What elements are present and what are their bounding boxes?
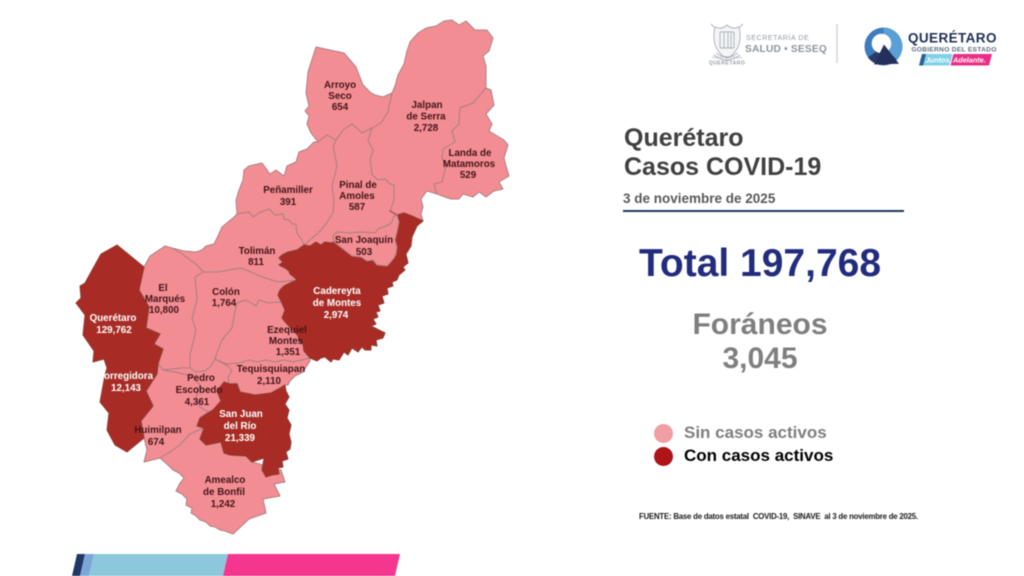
svg-text:Tequisquiapan: Tequisquiapan	[237, 364, 305, 375]
svg-text:Peñamiller: Peñamiller	[263, 185, 313, 196]
svg-text:129,762: 129,762	[96, 325, 132, 336]
svg-text:Huimilpan: Huimilpan	[134, 425, 181, 436]
svg-text:529: 529	[460, 170, 477, 181]
svg-text:de Serra: de Serra	[406, 112, 446, 123]
svg-text:2,728: 2,728	[414, 123, 439, 134]
svg-text:Juntos,: Juntos,	[926, 56, 952, 65]
svg-text:Marqués: Marqués	[145, 294, 186, 305]
svg-text:Corregidora: Corregidora	[97, 371, 154, 382]
svg-text:674: 674	[148, 437, 165, 448]
svg-text:1,242: 1,242	[211, 499, 236, 510]
svg-text:SECRETARÍA DE: SECRETARÍA DE	[746, 33, 809, 42]
svg-text:Escobedo: Escobedo	[176, 385, 223, 396]
svg-text:Adelante.: Adelante.	[952, 56, 986, 65]
svg-text:1,351: 1,351	[276, 347, 301, 358]
svg-text:San Joaquín: San Joaquín	[335, 235, 393, 246]
svg-text:2,110: 2,110	[257, 376, 282, 387]
svg-text:Seco: Seco	[328, 91, 351, 102]
svg-text:12,143: 12,143	[111, 383, 142, 394]
svg-text:San Juan: San Juan	[219, 409, 263, 420]
svg-text:1,764: 1,764	[212, 298, 237, 309]
svg-text:del Río: del Río	[224, 421, 257, 432]
svg-text:Amealco: Amealco	[205, 475, 246, 486]
svg-text:Matamoros: Matamoros	[443, 159, 496, 170]
svg-text:Arroyo: Arroyo	[324, 80, 356, 91]
svg-text:391: 391	[280, 197, 297, 208]
svg-text:4,361: 4,361	[185, 397, 210, 408]
svg-text:Querétaro: Querétaro	[90, 313, 137, 324]
svg-text:Pedro: Pedro	[187, 373, 215, 384]
svg-text:21,339: 21,339	[225, 433, 256, 444]
svg-text:Landa de: Landa de	[448, 148, 492, 159]
svg-text:QUERÉTARO: QUERÉTARO	[908, 31, 997, 46]
svg-text:QUERÉTARO: QUERÉTARO	[709, 59, 745, 67]
svg-text:de Montes: de Montes	[313, 298, 362, 309]
svg-text:Jalpan: Jalpan	[411, 100, 442, 111]
svg-text:Ezequiel: Ezequiel	[267, 325, 307, 336]
svg-text:GOBIERNO DEL ESTADO: GOBIERNO DEL ESTADO	[911, 47, 996, 54]
svg-text:Tolimán: Tolimán	[239, 246, 276, 257]
svg-text:10,800: 10,800	[149, 305, 180, 316]
svg-text:PODER EJECUTIVO DEL ESTADO DE: PODER EJECUTIVO DEL ESTADO DE	[712, 56, 742, 60]
svg-text:Colón: Colón	[212, 287, 240, 298]
svg-text:811: 811	[248, 257, 264, 268]
svg-text:587: 587	[349, 202, 366, 213]
svg-text:Montes: Montes	[269, 336, 304, 347]
svg-text:503: 503	[356, 247, 373, 258]
svg-text:Cadereyta: Cadereyta	[313, 286, 361, 297]
svg-text:SALUD • SESEQ: SALUD • SESEQ	[745, 44, 827, 55]
svg-text:654: 654	[332, 102, 349, 113]
svg-text:El: El	[158, 283, 168, 294]
svg-text:Pinal de: Pinal de	[339, 180, 377, 191]
svg-text:de Bonfil: de Bonfil	[203, 487, 245, 498]
svg-text:2,974: 2,974	[324, 310, 349, 321]
svg-text:Amoles: Amoles	[339, 191, 375, 202]
